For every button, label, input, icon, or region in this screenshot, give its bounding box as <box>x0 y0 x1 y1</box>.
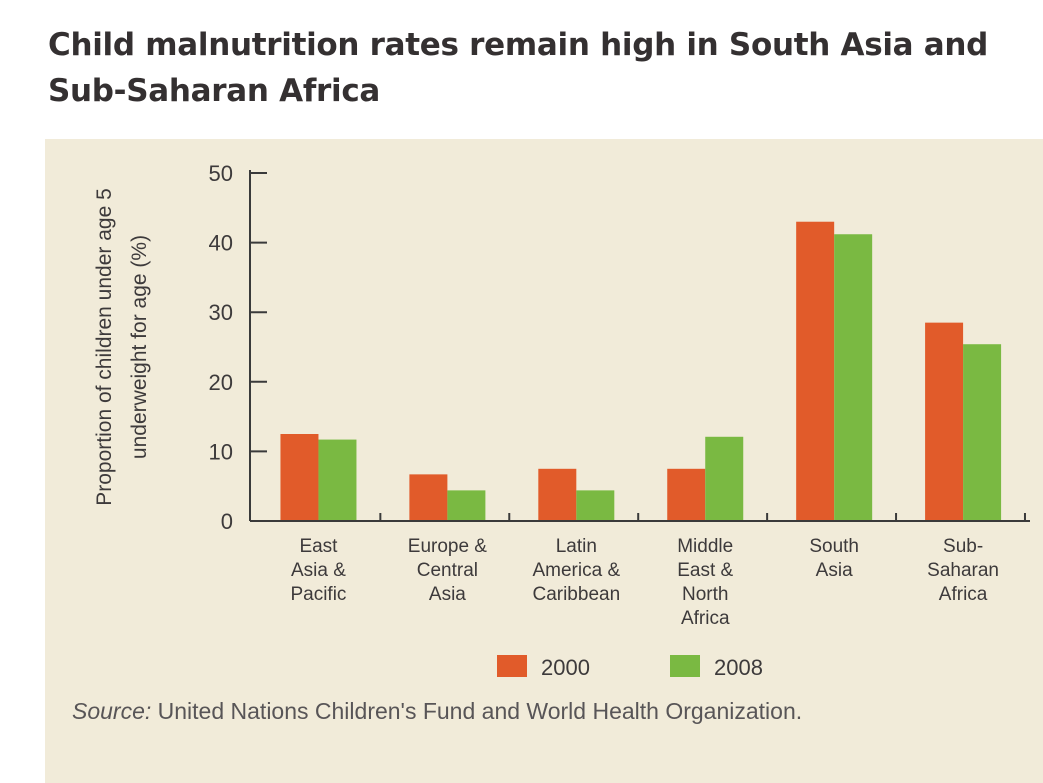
y-axis-label-line: Proportion of children under age 5 <box>93 188 116 506</box>
y-tick-label: 30 <box>209 300 233 325</box>
y-tick-label: 20 <box>209 370 233 395</box>
x-tick-label: South <box>809 536 859 557</box>
x-tick-label: Latin <box>556 536 597 557</box>
y-axis-label-line: underweight for age (%) <box>128 235 151 459</box>
source-text: United Nations Children's Fund and World… <box>151 698 802 724</box>
x-tick-label: Africa <box>939 584 988 605</box>
y-tick-label: 10 <box>209 439 233 464</box>
legend: 2000 2008 <box>497 655 763 680</box>
x-axis-labels: East Asia & Pacific Europe & Central Asia Lati… <box>290 536 999 629</box>
bar-2008 <box>834 234 872 521</box>
x-tick-label: Sub- <box>943 536 983 557</box>
bar-2000 <box>796 222 834 521</box>
x-tick-label: Pacific <box>290 584 346 605</box>
x-tick-label: Asia <box>816 560 853 581</box>
x-tick-label: Asia <box>429 584 466 605</box>
y-tick-label: 50 <box>209 161 233 186</box>
x-tick-label: East <box>299 536 338 557</box>
source-label: Source: <box>72 698 151 724</box>
bar-2008 <box>318 440 356 521</box>
x-tick-label: Middle <box>677 536 733 557</box>
legend-swatch-2000 <box>497 655 527 677</box>
bar-2008 <box>576 490 614 521</box>
bar-2000 <box>925 323 963 521</box>
x-tick-label: Asia & <box>291 560 346 581</box>
x-tick-label: Central <box>417 560 478 581</box>
bar-2000 <box>280 434 318 521</box>
bar-2008 <box>447 490 485 521</box>
bar-2000 <box>409 474 447 521</box>
bar-2008 <box>963 344 1001 521</box>
y-tick-label: 0 <box>221 509 233 534</box>
bars <box>280 222 1001 521</box>
source-note: Source: United Nations Children's Fund a… <box>72 695 972 728</box>
legend-swatch-2008 <box>670 655 700 677</box>
y-tick-label: 40 <box>209 231 233 256</box>
y-axis-ticks: 0 10 20 30 40 50 <box>209 161 267 534</box>
x-tick-label: America & <box>532 560 620 581</box>
x-tick-label: East & <box>677 560 733 581</box>
bar-2000 <box>538 469 576 521</box>
y-axis-label: Proportion of children under age 5 underw… <box>93 188 151 506</box>
x-tick-label: Africa <box>681 608 730 629</box>
x-axis <box>250 513 1030 521</box>
bar-2008 <box>705 437 743 521</box>
x-tick-label: Caribbean <box>532 584 620 605</box>
x-tick-label: Europe & <box>408 536 488 557</box>
legend-label-2000: 2000 <box>541 655 590 680</box>
legend-label-2008: 2008 <box>714 655 763 680</box>
bar-2000 <box>667 469 705 521</box>
x-tick-label: North <box>682 584 728 605</box>
x-tick-label: Saharan <box>927 560 999 581</box>
